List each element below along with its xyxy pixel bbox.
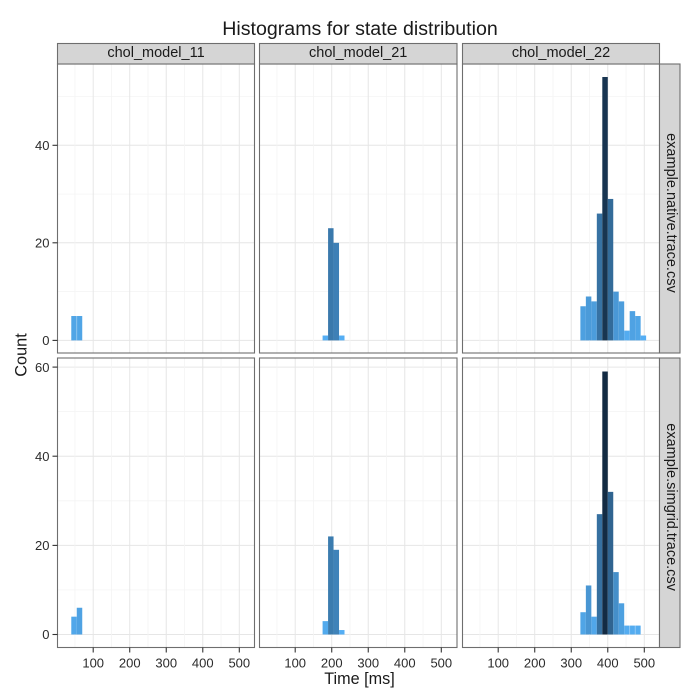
svg-text:example.simgrid.trace.csv: example.simgrid.trace.csv bbox=[663, 423, 679, 591]
svg-text:300: 300 bbox=[560, 656, 582, 671]
svg-text:200: 200 bbox=[321, 656, 343, 671]
svg-text:0: 0 bbox=[42, 333, 49, 348]
svg-text:60: 60 bbox=[35, 360, 49, 375]
svg-text:chol_model_22: chol_model_22 bbox=[512, 45, 610, 61]
svg-text:400: 400 bbox=[597, 656, 619, 671]
svg-text:500: 500 bbox=[430, 656, 452, 671]
svg-text:chol_model_21: chol_model_21 bbox=[309, 45, 407, 61]
svg-text:500: 500 bbox=[228, 656, 250, 671]
svg-text:100: 100 bbox=[284, 656, 306, 671]
svg-text:100: 100 bbox=[487, 656, 509, 671]
svg-text:40: 40 bbox=[35, 449, 49, 464]
svg-text:Histograms for state distribut: Histograms for state distribution bbox=[222, 18, 498, 40]
svg-text:Count: Count bbox=[13, 333, 31, 377]
svg-text:100: 100 bbox=[82, 656, 104, 671]
svg-text:300: 300 bbox=[155, 656, 177, 671]
svg-text:20: 20 bbox=[35, 538, 49, 553]
svg-text:chol_model_11: chol_model_11 bbox=[107, 45, 204, 61]
svg-text:300: 300 bbox=[357, 656, 379, 671]
svg-text:0: 0 bbox=[42, 627, 49, 642]
svg-text:20: 20 bbox=[35, 236, 49, 251]
svg-text:500: 500 bbox=[633, 656, 655, 671]
svg-text:200: 200 bbox=[119, 656, 141, 671]
svg-text:400: 400 bbox=[394, 656, 416, 671]
svg-text:Time [ms]: Time [ms] bbox=[324, 670, 394, 688]
svg-text:200: 200 bbox=[524, 656, 546, 671]
svg-text:example.native.trace.csv: example.native.trace.csv bbox=[663, 133, 679, 293]
svg-text:40: 40 bbox=[35, 138, 49, 153]
svg-text:400: 400 bbox=[192, 656, 214, 671]
